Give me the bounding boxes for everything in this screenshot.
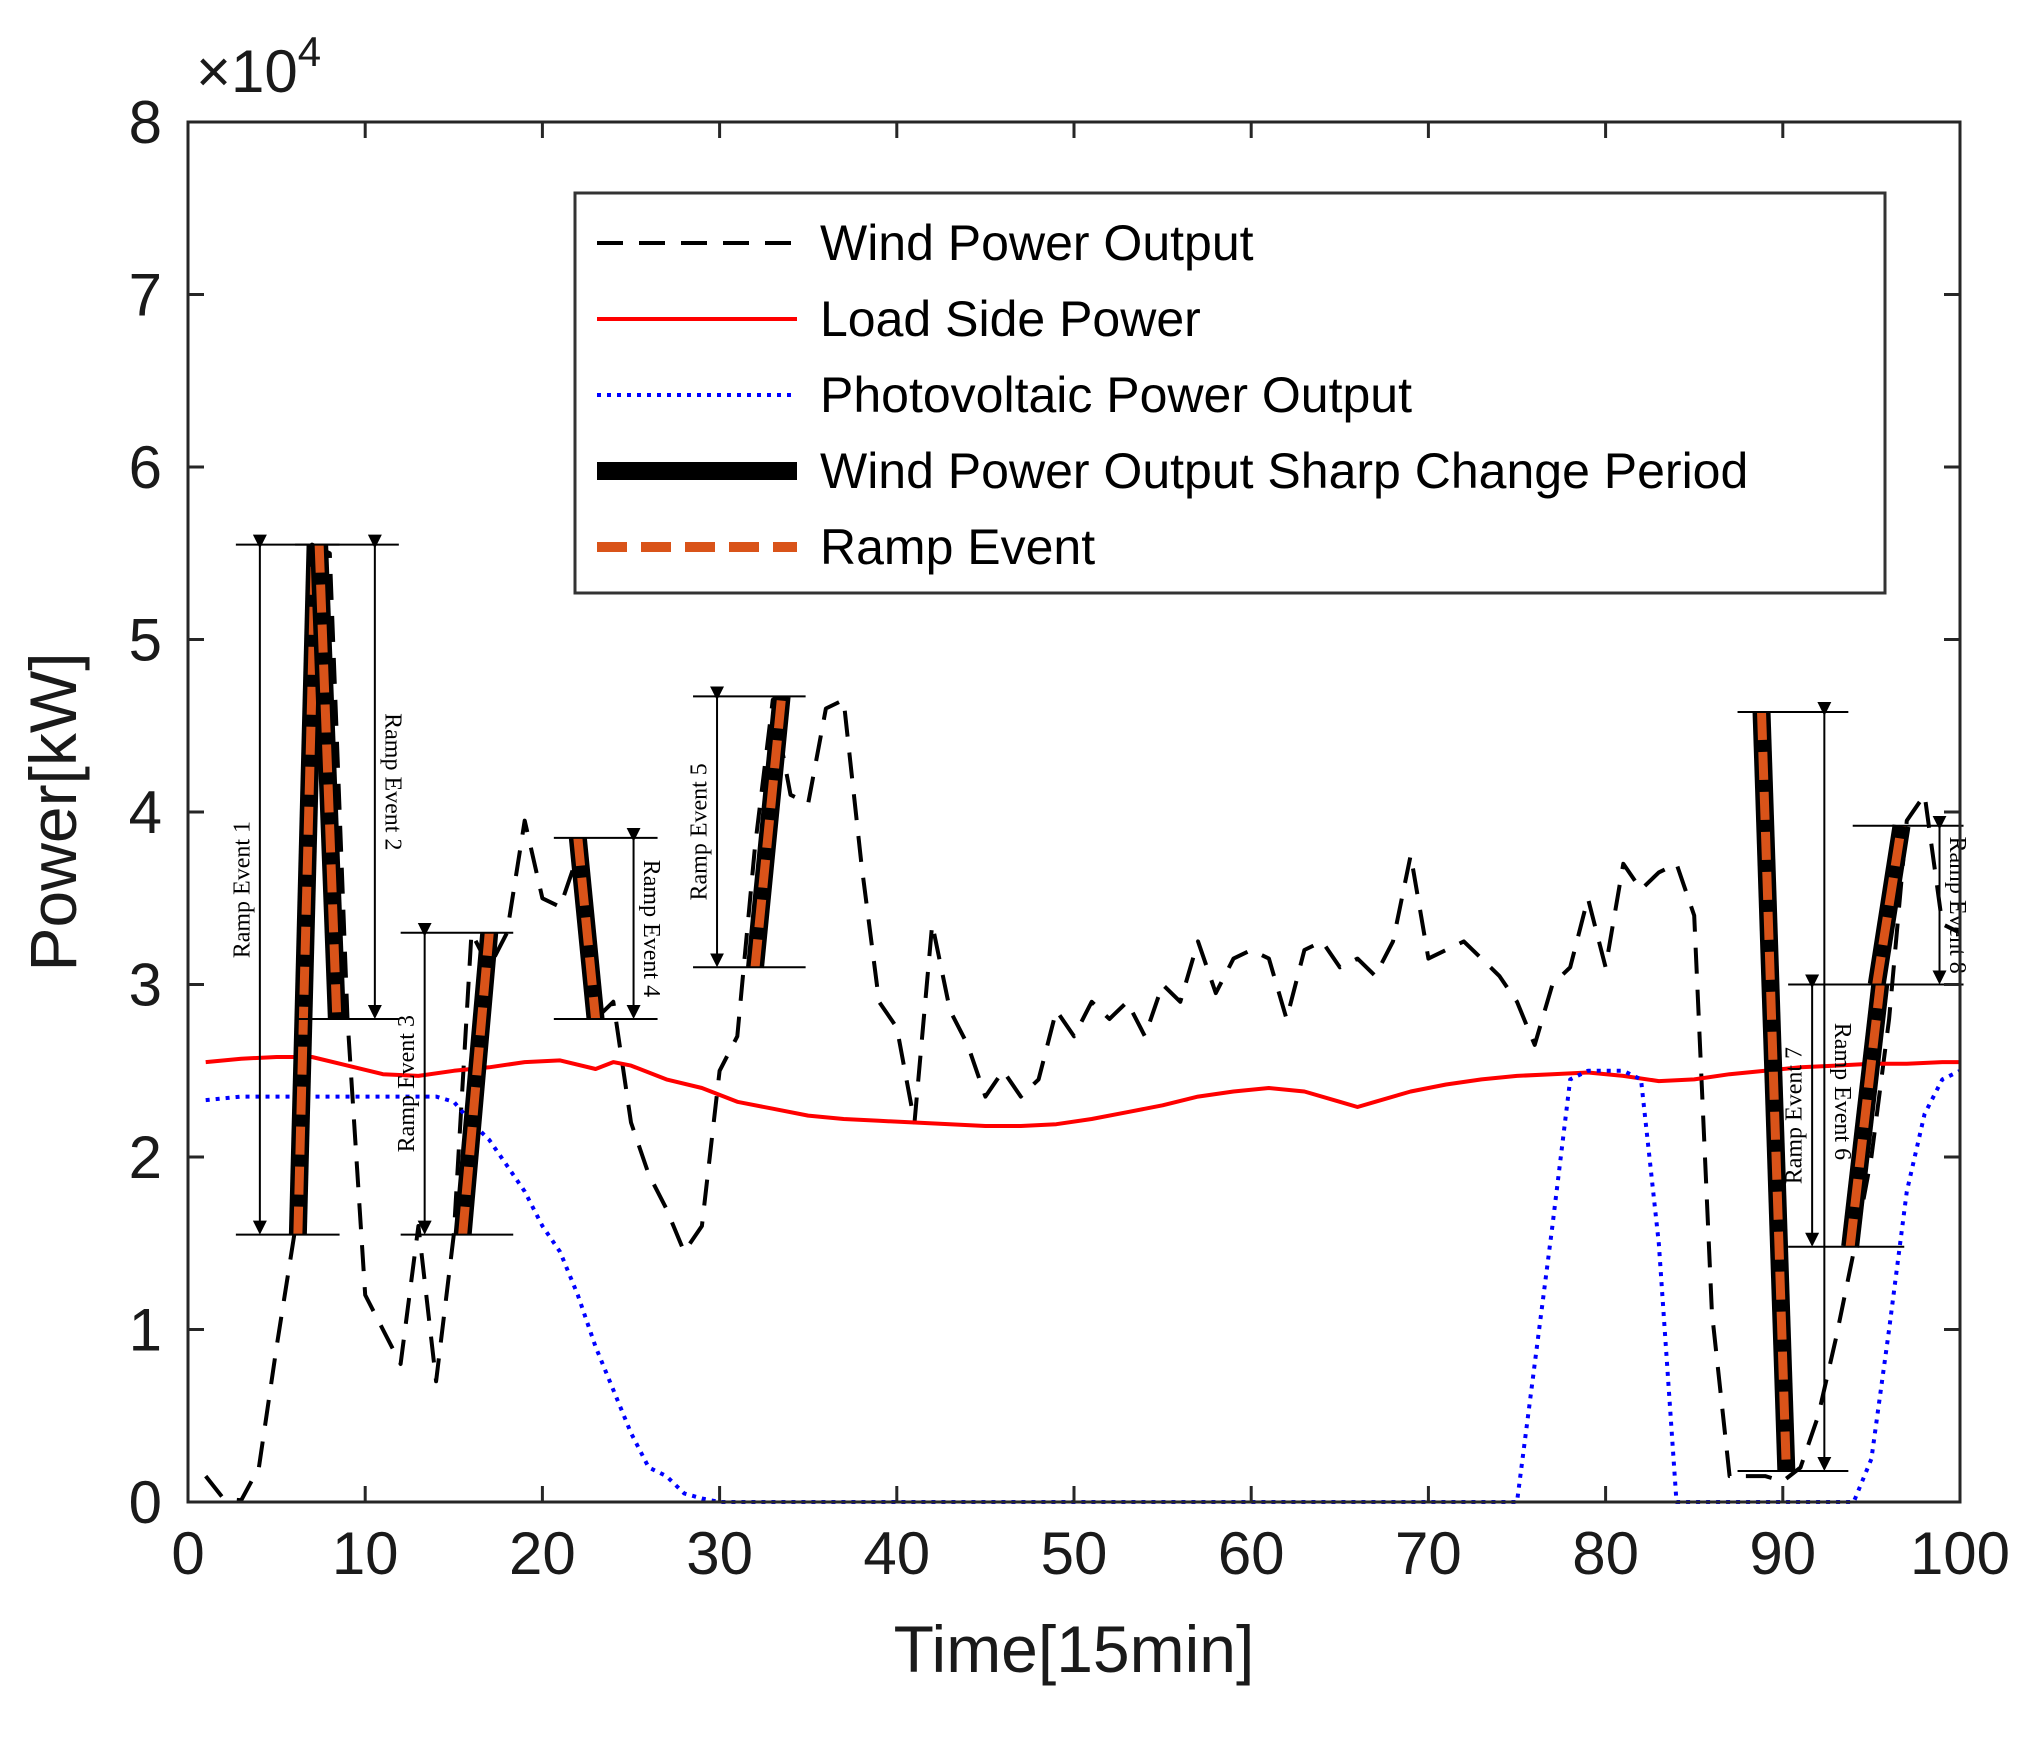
y-tick-label: 3 <box>129 952 162 1019</box>
y-exponent-label: ×104 <box>196 28 321 105</box>
legend-label: Wind Power Output <box>820 215 1254 271</box>
x-tick-label: 70 <box>1395 1520 1462 1587</box>
x-tick-label: 0 <box>171 1520 204 1587</box>
y-tick-label: 5 <box>129 607 162 674</box>
y-tick-label: 4 <box>129 779 162 846</box>
ramp-event-label: Ramp Event 8 <box>1944 836 1970 973</box>
x-tick-label: 90 <box>1749 1520 1816 1587</box>
x-axis-label: Time[15min] <box>894 1612 1255 1686</box>
y-tick-label: 6 <box>129 434 162 501</box>
ramp-event-label: Ramp Event 5 <box>687 763 713 900</box>
y-tick-label: 1 <box>129 1297 162 1364</box>
y-tick-label: 0 <box>129 1469 162 1536</box>
y-tick-label: 7 <box>129 262 162 329</box>
x-tick-label: 100 <box>1910 1520 2010 1587</box>
ramp-event-label: Ramp Event 7 <box>1782 1047 1808 1184</box>
ramp-event-label: Ramp Event 4 <box>638 860 664 997</box>
x-tick-label: 60 <box>1218 1520 1285 1587</box>
legend-label: Wind Power Output Sharp Change Period <box>820 443 1748 499</box>
legend-label: Load Side Power <box>820 291 1201 347</box>
legend-label: Ramp Event <box>820 519 1095 575</box>
x-tick-label: 50 <box>1041 1520 1108 1587</box>
y-axis-label: Power[kW] <box>16 652 90 971</box>
ramp-event-label: Ramp Event 3 <box>394 1015 420 1152</box>
ramp-event-label: Ramp Event 6 <box>1829 1023 1855 1160</box>
series-line-wind-power-output <box>206 545 1960 1501</box>
y-tick-label: 2 <box>129 1124 162 1191</box>
y-tick-label: 8 <box>129 89 162 156</box>
x-tick-label: 30 <box>686 1520 753 1587</box>
ramp-event-label: Ramp Event 2 <box>379 713 405 850</box>
ramp-event-label: Ramp Event 1 <box>229 821 255 958</box>
x-tick-label: 10 <box>332 1520 399 1587</box>
x-tick-label: 80 <box>1572 1520 1639 1587</box>
legend-label: Photovoltaic Power Output <box>820 367 1412 423</box>
legend: Wind Power Output Load Side Power Photovol… <box>575 193 1885 593</box>
x-tick-label: 40 <box>863 1520 930 1587</box>
x-tick-label: 20 <box>509 1520 576 1587</box>
